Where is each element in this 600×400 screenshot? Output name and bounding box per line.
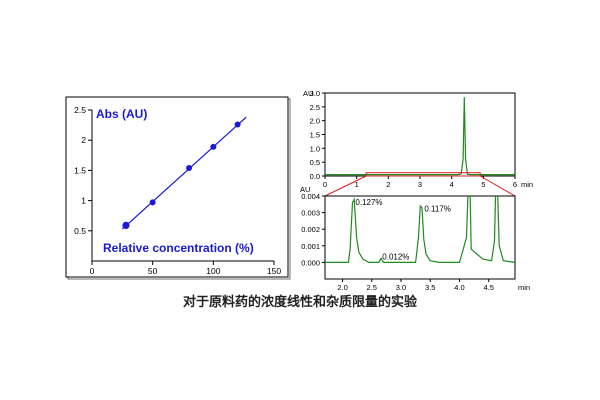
y-tick-label: 0.5 [310, 158, 320, 167]
data-point [149, 199, 156, 206]
y-tick-label: 2.5 [310, 103, 320, 112]
y-unit-label: AU [303, 89, 313, 98]
chart-title: Abs (AU) [96, 107, 147, 121]
x-tick-label: 100 [206, 266, 220, 276]
y-tick-label: 0.003 [301, 209, 320, 218]
x-tick-label: 3.0 [396, 283, 406, 292]
x-tick-label: 6 [513, 180, 517, 189]
x-tick-label: 4 [450, 180, 454, 189]
chromatogram-full: 0.0 0.5 1.0 1.5 2.0 2.5 3.0 0 1 2 3 4 5 6 AU min [303, 89, 533, 189]
figure-caption: 对于原料药的浓度线性和杂质限量的实验 [182, 295, 417, 310]
y-tick-label: 3.0 [310, 89, 320, 98]
x-tick-label: 1 [355, 180, 359, 189]
peak-annotation: 0.127% [355, 198, 382, 207]
x-tick-label: 5 [481, 180, 485, 189]
x-unit-label-zoom: min [518, 283, 530, 292]
plot-frame [324, 92, 516, 177]
peak-annotation: 0.117% [424, 204, 451, 213]
y-tick-label: 1.5 [74, 165, 86, 175]
x-unit-label: min [521, 180, 533, 189]
x-tick-label: 0 [90, 266, 95, 276]
calibration-chart: 0.5 1 1.5 2 2.5 0 50 100 150 Abs (AU) Relative c… [65, 96, 291, 280]
x-tick-label: 2.5 [367, 283, 377, 292]
x-tick-label: 2.0 [337, 283, 347, 292]
zoom-line-right [479, 175, 516, 197]
data-point [234, 121, 241, 128]
zoom-connector [324, 175, 516, 197]
y-tick-label: 2.5 [74, 105, 86, 115]
y-tick-label: 1.0 [310, 144, 320, 153]
y-unit-label-zoom: AU [300, 185, 310, 194]
x-tick-label: 4.5 [483, 283, 493, 292]
chromatogram-trace [325, 196, 515, 263]
data-point [122, 221, 130, 229]
y-tick-label: 1 [81, 196, 86, 206]
zoom-region [365, 172, 481, 177]
x-tick-label: 150 [267, 266, 281, 276]
y-tick-label: 0.5 [74, 226, 86, 236]
x-tick-label: 3 [418, 180, 422, 189]
x-tick-label: 2 [386, 180, 390, 189]
peak-annotation: 0.012% [382, 253, 409, 262]
x-tick-label: 50 [148, 266, 158, 276]
chromatogram-zoom: 0.000 0.001 0.002 0.003 0.004 2.0 2.5 3.0 3.5 4.0… [300, 185, 530, 292]
x-tick-label: 3.5 [425, 283, 435, 292]
plot-frame [324, 195, 516, 280]
y-tick-label: 2 [81, 135, 86, 145]
data-point [186, 164, 193, 171]
x-axis-label: Relative concentration (%) [103, 241, 254, 255]
y-tick-label: 0.002 [301, 225, 320, 234]
x-tick-label: 4.0 [454, 283, 464, 292]
fit-line [121, 116, 247, 230]
data-point [210, 143, 217, 150]
y-tick-label: 0.004 [301, 192, 320, 201]
y-tick-label: 0.0 [310, 172, 320, 181]
panel-frame [65, 96, 289, 278]
chromatogram-trace [325, 97, 515, 176]
y-tick-label: 0.001 [301, 242, 320, 251]
zoom-line-left [324, 175, 367, 197]
x-tick-label: 0 [323, 180, 327, 189]
y-tick-label: 0.000 [301, 258, 320, 267]
y-tick-label: 2.0 [310, 117, 320, 126]
y-tick-label: 1.5 [310, 131, 320, 140]
